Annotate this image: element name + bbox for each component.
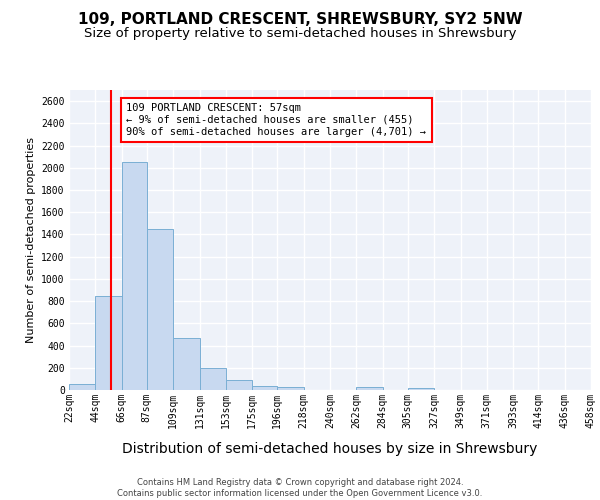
Text: 109 PORTLAND CRESCENT: 57sqm
← 9% of semi-detached houses are smaller (455)
90% : 109 PORTLAND CRESCENT: 57sqm ← 9% of sem… — [127, 104, 427, 136]
Bar — [226, 380, 252, 390]
Y-axis label: Number of semi-detached properties: Number of semi-detached properties — [26, 137, 36, 343]
Bar — [69, 384, 95, 390]
Text: Contains HM Land Registry data © Crown copyright and database right 2024.
Contai: Contains HM Land Registry data © Crown c… — [118, 478, 482, 498]
Bar — [356, 387, 383, 390]
Text: Size of property relative to semi-detached houses in Shrewsbury: Size of property relative to semi-detach… — [84, 28, 516, 40]
Bar — [122, 162, 147, 390]
Bar — [408, 388, 434, 390]
Bar — [173, 338, 199, 390]
Bar — [147, 229, 173, 390]
Bar — [252, 386, 277, 390]
Bar — [199, 368, 226, 390]
Bar — [95, 296, 122, 390]
Text: 109, PORTLAND CRESCENT, SHREWSBURY, SY2 5NW: 109, PORTLAND CRESCENT, SHREWSBURY, SY2 … — [77, 12, 523, 28]
X-axis label: Distribution of semi-detached houses by size in Shrewsbury: Distribution of semi-detached houses by … — [122, 442, 538, 456]
Bar — [277, 387, 304, 390]
